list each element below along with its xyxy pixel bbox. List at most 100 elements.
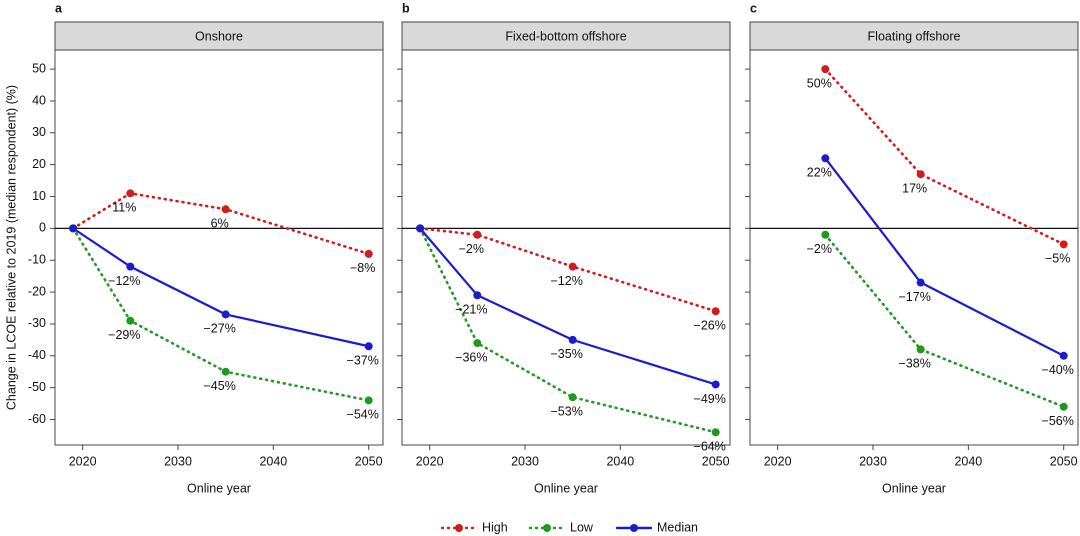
legend-label: High (482, 520, 508, 534)
y-tick-label: 30 (32, 125, 46, 139)
x-tick-label: 2020 (69, 454, 97, 468)
point (916, 170, 925, 179)
y-tick-label: 20 (32, 157, 46, 171)
x-tick-label: 2040 (259, 454, 287, 468)
x-axis-label: Online year (534, 481, 598, 495)
series-line (71, 227, 370, 402)
x-tick-label: 2050 (1050, 454, 1078, 468)
y-tick-label: -60 (28, 412, 46, 426)
point (221, 205, 230, 214)
y-tick-label: -20 (28, 284, 46, 298)
data-label: 11% (112, 201, 136, 215)
point (126, 316, 135, 325)
point (69, 224, 78, 233)
x-tick-label: 2040 (606, 454, 634, 468)
x-tick-label: 2030 (511, 454, 539, 468)
data-label: −5% (1045, 252, 1070, 266)
legend-dot (455, 524, 463, 532)
series-line (824, 67, 1065, 246)
data-label: −53% (551, 405, 583, 419)
series-line (824, 233, 1065, 409)
point (711, 307, 720, 316)
data-label: −26% (694, 319, 726, 333)
data-label: 17% (902, 182, 927, 196)
data-label: −64% (694, 440, 726, 454)
series-line (824, 157, 1065, 357)
y-tick-label: -10 (28, 253, 46, 267)
data-label: −37% (347, 354, 379, 368)
data-label: −2% (459, 242, 484, 256)
plot-frame (749, 49, 1079, 446)
x-tick-label: 2020 (764, 454, 792, 468)
point (821, 154, 830, 163)
y-tick-label: -30 (28, 316, 46, 330)
x-tick-label: 2050 (702, 454, 730, 468)
point (1059, 402, 1068, 411)
data-label: −56% (1042, 414, 1074, 428)
x-tick-label: 2030 (164, 454, 192, 468)
y-tick-label: 10 (32, 189, 46, 203)
data-label: −21% (455, 303, 487, 317)
plot-frame (401, 49, 731, 446)
data-label: 50% (807, 76, 832, 90)
point (221, 367, 230, 376)
data-label: −49% (694, 392, 726, 406)
point (416, 224, 425, 233)
legend-label: Median (657, 520, 698, 534)
data-label: −12% (108, 274, 140, 288)
panel-title: Fixed-bottom offshore (505, 29, 626, 43)
data-label: 22% (807, 166, 832, 180)
strip (54, 21, 384, 51)
x-tick-label: 2040 (954, 454, 982, 468)
point (568, 335, 577, 344)
y-tick-label: 40 (32, 93, 46, 107)
point (1059, 351, 1068, 360)
legend-dot (630, 524, 638, 532)
point (916, 278, 925, 287)
panel-title: Floating offshore (868, 29, 961, 43)
strip (401, 21, 731, 51)
data-label: 6% (211, 217, 229, 231)
series-line (71, 191, 370, 256)
point (821, 230, 830, 239)
point (364, 249, 373, 258)
legend-dot (543, 524, 551, 532)
legend-label: Low (570, 520, 594, 534)
point (568, 262, 577, 271)
data-label: −40% (1042, 363, 1074, 377)
point (473, 291, 482, 300)
data-label: −12% (551, 274, 583, 288)
point (221, 310, 230, 319)
panel-letter: c (750, 1, 757, 15)
panel-title: Onshore (195, 29, 243, 43)
series-line (418, 227, 717, 434)
point (364, 396, 373, 405)
x-axis-label: Online year (187, 481, 251, 495)
point (568, 393, 577, 402)
y-tick-label: -40 (28, 348, 46, 362)
y-axis-label: Change in LCOE relative to 2019 (median … (4, 85, 18, 410)
y-tick-label: 0 (39, 221, 46, 235)
y-tick-label: -50 (28, 380, 46, 394)
plot-frame (54, 49, 384, 446)
data-label: −38% (899, 357, 931, 371)
data-label: −35% (551, 347, 583, 361)
point (126, 262, 135, 271)
data-label: −29% (108, 328, 140, 342)
x-tick-label: 2050 (355, 454, 383, 468)
point (473, 230, 482, 239)
data-label: −8% (350, 261, 375, 275)
point (916, 345, 925, 354)
point (711, 428, 720, 437)
x-tick-label: 2020 (416, 454, 444, 468)
data-label: −45% (204, 379, 236, 393)
point (126, 189, 135, 198)
data-label: −27% (204, 322, 236, 336)
series-line (419, 227, 717, 386)
series-line (72, 227, 370, 348)
data-label: −17% (899, 290, 931, 304)
data-label: −54% (347, 408, 379, 422)
panel-letter: a (55, 1, 63, 15)
point (473, 339, 482, 348)
